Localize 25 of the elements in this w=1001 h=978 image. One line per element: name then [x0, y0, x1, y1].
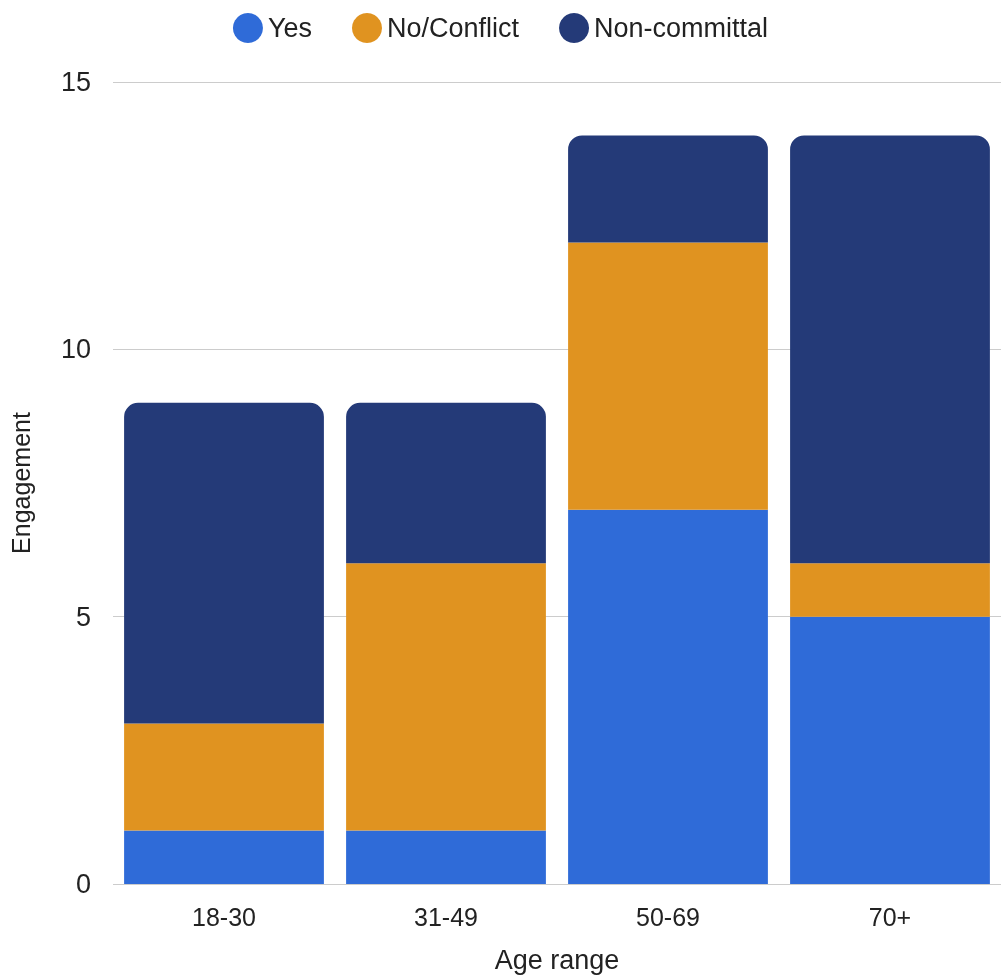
y-tick-label: 5: [75, 601, 91, 632]
x-tick-label: 50-69: [636, 902, 700, 931]
y-axis-title: Engagement: [6, 412, 35, 554]
bar: [790, 135, 990, 564]
legend-label: No/Conflict: [386, 13, 520, 43]
bar: [124, 402, 324, 724]
bar: [346, 402, 546, 564]
bar: [568, 509, 768, 884]
legend-label: Non-committal: [594, 13, 769, 43]
x-tick-label: 18-30: [192, 902, 256, 931]
x-tick-label: 31-49: [414, 902, 478, 931]
y-tick-label: 15: [60, 67, 91, 97]
y-tick-label: 10: [60, 334, 91, 365]
bar: [124, 723, 324, 831]
bar: [790, 563, 990, 617]
legend-label: Yes: [267, 13, 312, 43]
bar: [790, 616, 990, 884]
x-tick-label: 70+: [868, 902, 912, 931]
bar: [346, 563, 546, 831]
bar: [568, 135, 768, 243]
x-axis-title: Age range: [494, 944, 620, 975]
bar: [568, 242, 768, 510]
bar: [124, 830, 324, 884]
y-tick-label: 0: [75, 869, 91, 899]
bar: [346, 830, 546, 884]
